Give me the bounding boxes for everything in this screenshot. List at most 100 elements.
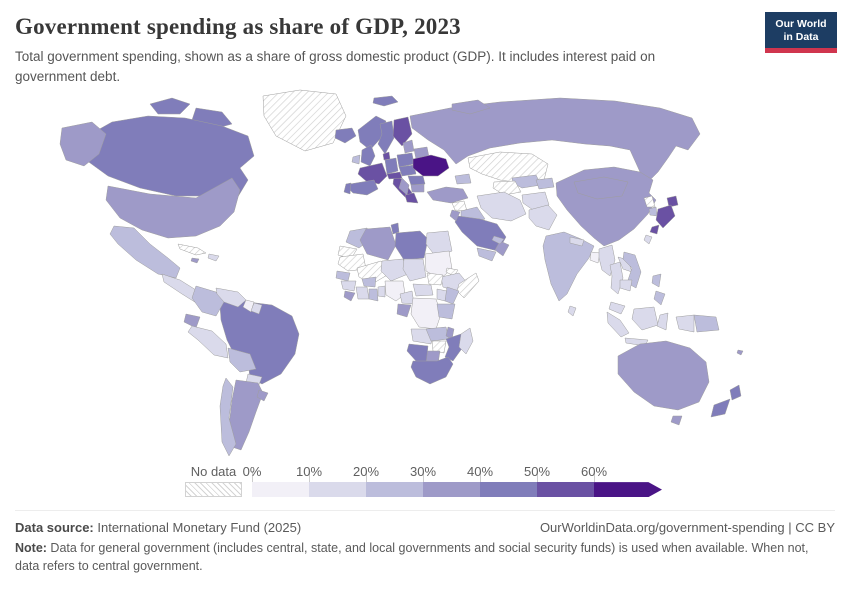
country-nigeria[interactable] [384, 280, 406, 302]
country-mexico[interactable] [109, 225, 181, 279]
country-hispaniola[interactable] [207, 253, 220, 262]
country-iran[interactable] [476, 191, 527, 222]
country-kyrgyzstan-tajikistan[interactable] [535, 177, 555, 190]
country-iceland[interactable] [334, 127, 357, 144]
country-brazil[interactable] [219, 295, 300, 385]
country-madagascar[interactable] [458, 327, 474, 355]
country-cambodia[interactable] [619, 279, 633, 292]
country-central-african-republic[interactable] [412, 283, 434, 297]
country-new-zealand[interactable] [729, 384, 742, 401]
country-mauritania[interactable] [337, 253, 367, 272]
country-uruguay[interactable] [256, 389, 269, 402]
country-turkmenistan[interactable] [492, 180, 522, 196]
country-ghana[interactable] [368, 288, 379, 302]
country-indonesia[interactable] [675, 314, 695, 333]
country-guyana[interactable] [242, 299, 255, 313]
legend-swatch[interactable] [423, 482, 480, 498]
country-indonesia[interactable] [631, 306, 659, 331]
country-chad[interactable] [402, 258, 427, 282]
country-somalia[interactable] [456, 272, 480, 299]
country-cote-divoire[interactable] [355, 286, 370, 300]
country-pakistan[interactable] [528, 204, 558, 231]
country-bulgaria[interactable] [410, 183, 425, 193]
country-burkina-faso[interactable] [361, 276, 377, 288]
country-usa[interactable] [59, 121, 107, 167]
country-mongolia[interactable] [573, 176, 629, 200]
legend-swatch[interactable] [366, 482, 423, 498]
country-venezuela[interactable] [215, 287, 247, 308]
country-japan[interactable] [649, 224, 660, 235]
country-poland[interactable] [396, 152, 415, 168]
country-portugal[interactable] [343, 182, 352, 195]
legend-swatch[interactable] [480, 482, 537, 498]
country-syria[interactable] [451, 200, 468, 212]
country-ukraine[interactable] [412, 154, 450, 177]
country-malaysia[interactable] [608, 301, 626, 315]
country-finland[interactable] [392, 116, 413, 147]
owid-logo[interactable]: Our World in Data [765, 12, 837, 54]
country-yemen[interactable] [476, 247, 497, 262]
country-jamaica[interactable] [190, 257, 200, 264]
country-vietnam[interactable] [622, 251, 642, 289]
country-tunisia[interactable] [390, 222, 400, 235]
country-gabon-congo[interactable] [396, 303, 412, 318]
country-uk[interactable] [360, 144, 376, 167]
country-romania[interactable] [407, 175, 426, 186]
country-greece[interactable] [404, 192, 419, 204]
country-suriname[interactable] [250, 302, 263, 315]
country-sweden[interactable] [377, 120, 395, 155]
country-peru[interactable] [187, 325, 229, 359]
country-niger[interactable] [380, 258, 409, 282]
country-canada[interactable] [79, 115, 255, 201]
country-thailand[interactable] [609, 261, 624, 295]
country-germany[interactable] [384, 157, 399, 175]
country-czechia-hungary[interactable] [398, 164, 417, 177]
country-philippines[interactable] [651, 273, 662, 288]
country-sierra-leone-liberia[interactable] [343, 290, 356, 302]
country-japan[interactable] [655, 204, 676, 229]
country-argentina[interactable] [228, 379, 264, 451]
country-usa[interactable] [105, 177, 241, 239]
country-south-africa[interactable] [410, 356, 454, 385]
country-zimbabwe[interactable] [431, 340, 447, 354]
country-ireland[interactable] [351, 154, 361, 165]
country-japan[interactable] [666, 195, 679, 208]
legend-swatch[interactable] [594, 482, 662, 498]
country-sudan[interactable] [424, 250, 453, 280]
owid-link[interactable]: OurWorldinData.org/government-spending |… [539, 520, 835, 536]
legend-swatch[interactable] [537, 482, 594, 498]
country-libya[interactable] [394, 230, 429, 261]
country-taiwan[interactable] [643, 234, 653, 245]
country-south-korea[interactable] [648, 206, 658, 217]
country-chile[interactable] [219, 377, 237, 457]
country-cuba[interactable] [177, 243, 207, 256]
country-bolivia[interactable] [227, 347, 257, 373]
country-baltics[interactable] [402, 139, 415, 154]
country-guinea[interactable] [340, 280, 357, 292]
country-fiji[interactable] [736, 349, 744, 356]
country-france[interactable] [357, 162, 388, 185]
country-colombia[interactable] [191, 285, 225, 317]
country-russia[interactable] [451, 99, 491, 115]
country-benin-togo[interactable] [377, 285, 386, 298]
country-mali[interactable] [356, 260, 390, 285]
country-australia[interactable] [670, 415, 683, 426]
country-uae-qatar[interactable] [491, 235, 505, 245]
legend-swatch[interactable] [252, 482, 309, 498]
country-north-korea[interactable] [643, 195, 656, 208]
country-bangladesh[interactable] [589, 251, 601, 264]
country-jordan-israel[interactable] [449, 209, 461, 222]
country-denmark[interactable] [382, 151, 391, 161]
country-sri-lanka[interactable] [567, 305, 577, 317]
country-philippines[interactable] [653, 290, 666, 306]
country-caucasus[interactable] [454, 173, 472, 185]
country-spain[interactable] [347, 179, 379, 196]
no-data-swatch[interactable] [185, 482, 242, 498]
country-russia[interactable] [409, 97, 701, 183]
country-turkey[interactable] [426, 186, 469, 204]
country-indonesia[interactable] [656, 312, 669, 331]
country-norway[interactable] [372, 95, 399, 107]
country-png[interactable] [693, 314, 720, 333]
country-senegal[interactable] [335, 270, 351, 282]
country-oman[interactable] [494, 240, 510, 257]
